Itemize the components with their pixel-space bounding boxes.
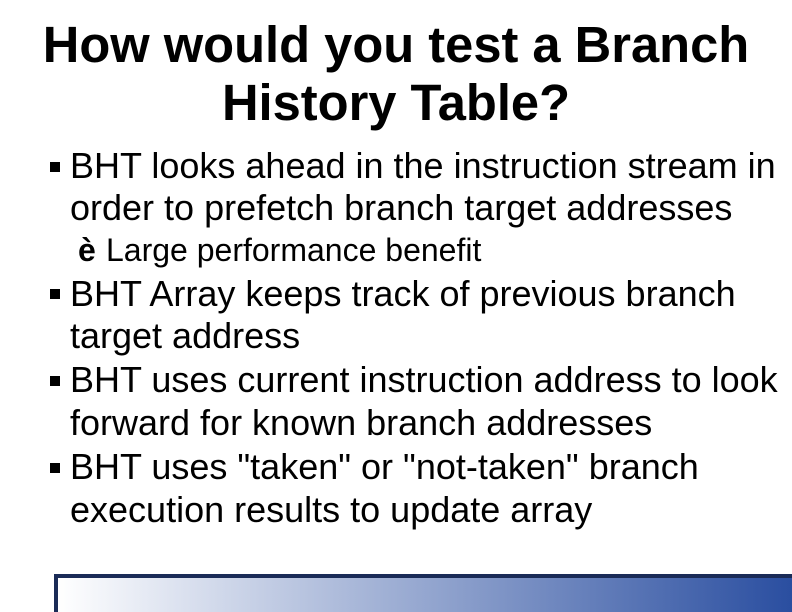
- slide: How would you test a Branch History Tabl…: [0, 0, 792, 612]
- slide-body: BHT looks ahead in the instruction strea…: [0, 133, 792, 532]
- bullet-level2: è Large performance benefit: [30, 231, 792, 270]
- slide-title: How would you test a Branch History Tabl…: [0, 0, 792, 133]
- footer-gradient-bar: [54, 574, 792, 612]
- square-bullet-icon: [50, 289, 60, 299]
- square-bullet-icon: [50, 376, 60, 386]
- square-bullet-icon: [50, 162, 60, 172]
- square-bullet-icon: [50, 463, 60, 473]
- bullet-level1: BHT Array keeps track of previous branch…: [30, 273, 792, 358]
- bullet-text: BHT looks ahead in the instruction strea…: [70, 145, 776, 228]
- bullet-text: BHT uses current instruction address to …: [70, 359, 778, 442]
- bullet-text: BHT Array keeps track of previous branch…: [70, 273, 736, 356]
- bullet-level1: BHT uses "taken" or "not-taken" branch e…: [30, 446, 792, 531]
- bullet-level1: BHT uses current instruction address to …: [30, 359, 792, 444]
- arrow-bullet-icon: è: [78, 231, 96, 270]
- bullet-text: BHT uses "taken" or "not-taken" branch e…: [70, 446, 699, 529]
- bullet-level1: BHT looks ahead in the instruction strea…: [30, 145, 792, 230]
- bullet-text: Large performance benefit: [106, 232, 481, 268]
